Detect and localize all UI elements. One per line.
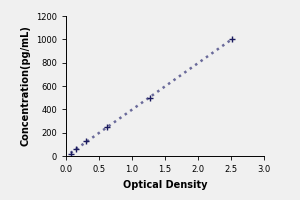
Y-axis label: Concentration(pg/mL): Concentration(pg/mL) <box>20 26 30 146</box>
X-axis label: Optical Density: Optical Density <box>123 180 207 190</box>
